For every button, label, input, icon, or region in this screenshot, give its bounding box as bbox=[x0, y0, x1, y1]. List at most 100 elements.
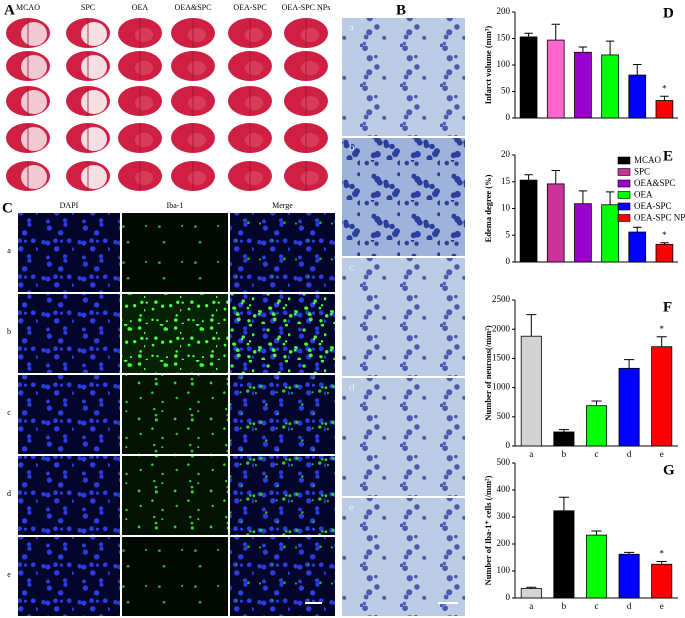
slice-shade bbox=[301, 133, 319, 147]
y-tick-label: 500 bbox=[497, 411, 511, 421]
error-bar bbox=[660, 242, 669, 245]
legend-label: OEA-SPC NPs bbox=[634, 213, 685, 223]
y-axis-label: Edema degree (%) bbox=[483, 174, 493, 242]
infarct bbox=[21, 165, 47, 189]
column-label: OEA-SPC bbox=[233, 3, 266, 12]
merge-overlay bbox=[230, 537, 335, 616]
slice-shade bbox=[135, 61, 153, 75]
slice-shade bbox=[245, 171, 263, 185]
error-bar bbox=[624, 359, 635, 369]
dapi-image bbox=[18, 537, 120, 616]
error-bar bbox=[558, 496, 569, 511]
error-bar bbox=[605, 191, 615, 205]
column-label: Merge bbox=[272, 201, 293, 210]
bar bbox=[519, 36, 538, 119]
infarct bbox=[81, 22, 107, 46]
slice-shade bbox=[135, 171, 153, 185]
bar bbox=[618, 367, 640, 447]
bar bbox=[546, 39, 565, 119]
panel-label: G bbox=[663, 462, 675, 478]
bar bbox=[553, 510, 575, 599]
slice-shade bbox=[188, 61, 206, 75]
row-label: e bbox=[7, 570, 11, 579]
y-tick-label: 1500 bbox=[492, 352, 511, 362]
legend-label: OEA-SPC bbox=[634, 201, 672, 211]
infarct bbox=[81, 55, 107, 79]
bar bbox=[655, 243, 674, 263]
micrograph bbox=[342, 378, 465, 496]
y-tick-label: 20 bbox=[501, 149, 511, 159]
bar bbox=[651, 346, 673, 447]
iba-image bbox=[122, 537, 228, 616]
bar bbox=[601, 204, 619, 263]
y-tick-label: 2000 bbox=[492, 323, 511, 333]
panel-label: D bbox=[663, 5, 674, 21]
x-tick-label: d bbox=[627, 601, 632, 611]
panel-label: E bbox=[663, 148, 673, 164]
micrograph bbox=[342, 138, 465, 256]
column-label: DAPI bbox=[60, 201, 79, 210]
error-bar bbox=[578, 46, 588, 53]
row-label: d bbox=[349, 382, 355, 394]
slice-shade bbox=[188, 133, 206, 147]
error-bar bbox=[624, 551, 635, 555]
error-bar bbox=[578, 190, 588, 204]
micrograph bbox=[342, 258, 465, 376]
slice-shade bbox=[188, 171, 206, 185]
bar bbox=[601, 54, 619, 119]
panel-label: F bbox=[663, 299, 672, 315]
merge-overlay bbox=[230, 456, 335, 535]
iba-image bbox=[122, 375, 228, 454]
slice-shade bbox=[135, 96, 153, 110]
slice-shade bbox=[245, 133, 263, 147]
iba-image bbox=[122, 294, 228, 373]
panel-label: A bbox=[4, 2, 15, 18]
slice-shade bbox=[245, 28, 263, 42]
dapi-image bbox=[18, 213, 120, 292]
error-bar bbox=[591, 400, 602, 406]
legend-swatch bbox=[617, 179, 631, 188]
infarct bbox=[21, 22, 47, 46]
y-tick-label: 500 bbox=[497, 457, 511, 467]
infarct bbox=[81, 90, 107, 114]
error-bar bbox=[656, 336, 667, 347]
row-label: c bbox=[7, 408, 11, 417]
legend-swatch bbox=[617, 202, 631, 211]
column-label: OEA&SPC bbox=[175, 3, 212, 12]
x-tick-label: c bbox=[595, 449, 599, 459]
row-label: b bbox=[7, 327, 11, 336]
merge-overlay bbox=[230, 213, 335, 292]
infarct bbox=[81, 127, 107, 151]
panel-label: B bbox=[396, 2, 406, 18]
bar bbox=[585, 534, 608, 599]
iba-image bbox=[122, 213, 228, 292]
error-bar bbox=[660, 95, 669, 101]
legend-swatch bbox=[617, 168, 631, 176]
y-tick-label: 2500 bbox=[492, 294, 511, 304]
dapi-image bbox=[18, 456, 120, 535]
y-tick-label: 200 bbox=[497, 538, 511, 548]
x-tick-label: a bbox=[529, 601, 533, 611]
y-tick-label: 5 bbox=[506, 229, 511, 239]
error-bar bbox=[526, 586, 537, 589]
slice-shade bbox=[245, 61, 263, 75]
error-bar bbox=[605, 40, 615, 55]
bar bbox=[655, 100, 674, 119]
y-axis-label: Number of neurons(/mm²) bbox=[483, 325, 493, 420]
y-tick-label: 15 bbox=[501, 176, 511, 186]
bar bbox=[520, 335, 542, 447]
x-tick-label: b bbox=[562, 449, 567, 459]
bar bbox=[574, 51, 592, 119]
significance-mark: * bbox=[662, 83, 667, 93]
y-tick-label: 100 bbox=[497, 59, 511, 69]
bar bbox=[618, 553, 640, 599]
column-label: SPC bbox=[81, 3, 95, 12]
y-tick-label: 1000 bbox=[492, 382, 511, 392]
error-bar bbox=[551, 170, 560, 184]
slice-shade bbox=[301, 28, 319, 42]
y-tick-label: 0 bbox=[506, 256, 511, 266]
error-bar bbox=[633, 226, 642, 233]
row-label: a bbox=[349, 22, 354, 34]
infarct bbox=[21, 55, 47, 79]
